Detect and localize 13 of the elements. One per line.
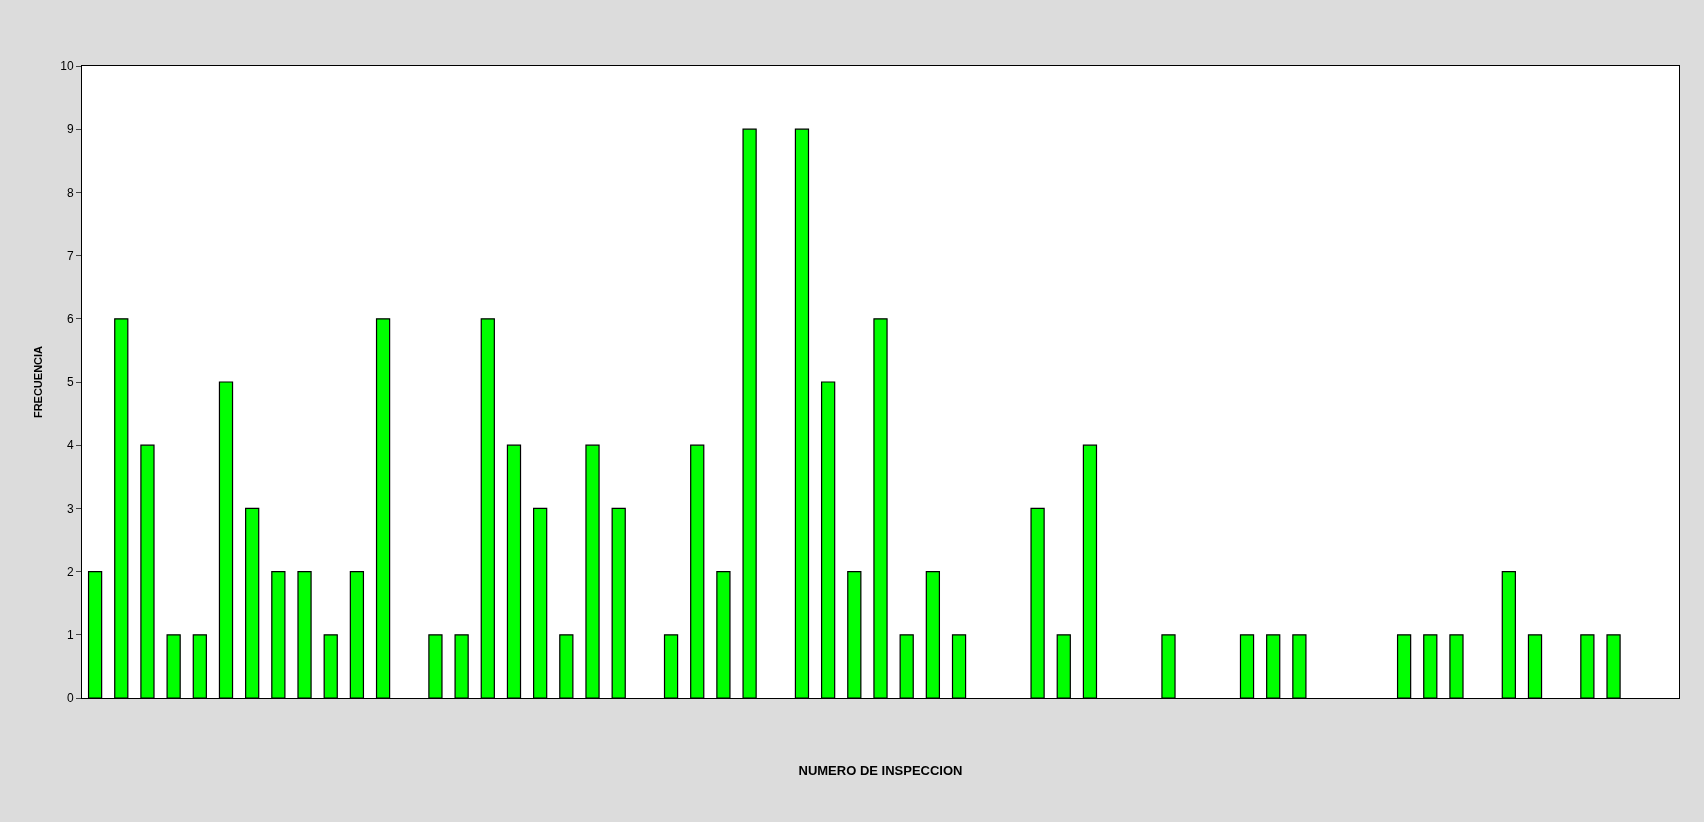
y-tick-label: 7	[66, 248, 74, 263]
y-tick-label: 9	[66, 122, 74, 137]
y-axis-title: FRECUENCIA	[31, 345, 44, 419]
y-tick-label: 0	[66, 691, 74, 706]
y-tick-label: 3	[66, 501, 74, 516]
y-tick-label: 1	[66, 628, 74, 642]
x-axis-title: NUMERO DE INSPECCION	[798, 763, 963, 778]
y-tick-label: 6	[66, 312, 74, 326]
y-tick-label: 5	[66, 375, 74, 390]
y-tick-label: 8	[66, 185, 74, 200]
y-tick-label: 2	[66, 564, 74, 579]
y-tick-label: 10	[60, 59, 74, 74]
y-tick-label: 4	[66, 438, 74, 453]
